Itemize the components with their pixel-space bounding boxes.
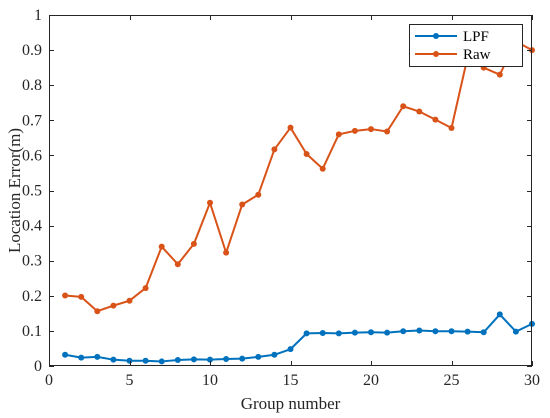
- y-tick-label: 0.1: [22, 323, 42, 340]
- data-point-raw: [416, 108, 423, 115]
- y-tick-label: 1: [34, 7, 42, 24]
- data-point-lpf: [207, 356, 213, 363]
- y-tick-label: 0: [34, 358, 42, 375]
- data-point-lpf: [158, 358, 165, 365]
- data-point-lpf: [190, 356, 197, 363]
- data-point-raw: [207, 199, 213, 206]
- data-point-raw: [255, 191, 262, 198]
- data-point-raw: [223, 249, 230, 256]
- x-axis-ticks: 0 5 10 15 20 25 30: [45, 15, 540, 389]
- data-point-lpf: [287, 346, 294, 353]
- y-tick-label: 0.9: [22, 42, 42, 59]
- y-tick-label: 0.3: [22, 253, 42, 270]
- data-point-raw: [94, 308, 101, 315]
- y-axis-ticks: 0 0.1 0.2 0.3 0.4 0.5 0.6 0.7 0.8 0.9 1: [22, 7, 532, 375]
- data-point-lpf: [496, 311, 503, 318]
- x-tick-label: 25: [444, 372, 460, 389]
- x-tick-label: 15: [283, 372, 299, 389]
- legend-label-lpf: LPF: [463, 29, 489, 45]
- data-point-lpf: [239, 355, 246, 362]
- data-point-lpf: [335, 330, 342, 337]
- data-point-raw: [126, 297, 133, 304]
- data-point-lpf: [400, 328, 407, 335]
- data-point-lpf: [94, 353, 101, 360]
- data-point-raw: [174, 261, 181, 268]
- x-axis-label: Group number: [241, 394, 341, 413]
- y-tick-label: 0.8: [22, 77, 42, 94]
- data-point-lpf: [255, 353, 262, 360]
- data-point-raw: [239, 201, 246, 208]
- data-point-raw: [496, 71, 503, 78]
- legend-marker-raw: [433, 51, 439, 57]
- data-point-raw: [432, 116, 439, 123]
- data-point-raw: [319, 165, 326, 172]
- x-tick-label: 30: [524, 372, 540, 389]
- data-point-lpf: [432, 328, 439, 335]
- x-tick-label: 0: [45, 372, 53, 389]
- y-tick-label: 0.5: [22, 183, 42, 200]
- data-point-lpf: [142, 357, 149, 364]
- legend: LPF Raw: [409, 24, 523, 67]
- data-point-lpf: [223, 355, 230, 362]
- y-tick-label: 0.6: [22, 147, 42, 164]
- data-point-lpf: [110, 356, 117, 363]
- data-point-lpf: [448, 328, 455, 335]
- data-point-lpf: [512, 328, 519, 335]
- data-point-lpf: [480, 329, 487, 336]
- data-point-raw: [110, 302, 117, 309]
- data-point-lpf: [78, 354, 85, 361]
- y-axis-label: Location Error(m): [5, 128, 24, 253]
- data-point-raw: [158, 243, 165, 250]
- data-point-raw: [303, 150, 310, 157]
- legend-marker-lpf: [433, 33, 439, 39]
- data-point-raw: [368, 126, 374, 133]
- data-point-raw: [287, 124, 294, 131]
- data-point-lpf: [464, 328, 471, 335]
- data-point-lpf: [303, 330, 310, 337]
- x-tick-label: 20: [363, 372, 379, 389]
- data-point-lpf: [62, 351, 69, 358]
- data-point-raw: [448, 125, 455, 132]
- data-point-raw: [335, 131, 342, 138]
- y-tick-label: 0.7: [22, 112, 42, 129]
- data-point-lpf: [319, 330, 326, 337]
- data-point-lpf: [416, 327, 423, 334]
- data-point-lpf: [174, 357, 181, 364]
- series-layer: [62, 38, 535, 365]
- data-point-raw: [142, 285, 149, 292]
- data-point-raw: [62, 292, 69, 299]
- x-tick-label: 5: [126, 372, 134, 389]
- legend-label-raw: Raw: [463, 47, 491, 63]
- data-point-lpf: [126, 357, 133, 364]
- data-point-lpf: [384, 329, 391, 336]
- x-tick-label: 10: [202, 372, 218, 389]
- legend-box: [409, 24, 523, 67]
- data-point-lpf: [271, 351, 278, 358]
- y-tick-label: 0.2: [22, 288, 42, 305]
- data-point-lpf: [351, 329, 358, 336]
- plot-frame: [49, 15, 532, 366]
- plot-area: [49, 15, 532, 366]
- y-tick-label: 0.4: [22, 218, 42, 235]
- data-point-raw: [384, 128, 391, 135]
- data-point-raw: [351, 127, 358, 134]
- data-point-raw: [190, 240, 197, 247]
- data-point-lpf: [368, 329, 374, 336]
- series-line-raw: [65, 40, 533, 313]
- data-point-raw: [78, 293, 85, 300]
- data-point-raw: [271, 146, 278, 153]
- data-point-raw: [400, 103, 407, 110]
